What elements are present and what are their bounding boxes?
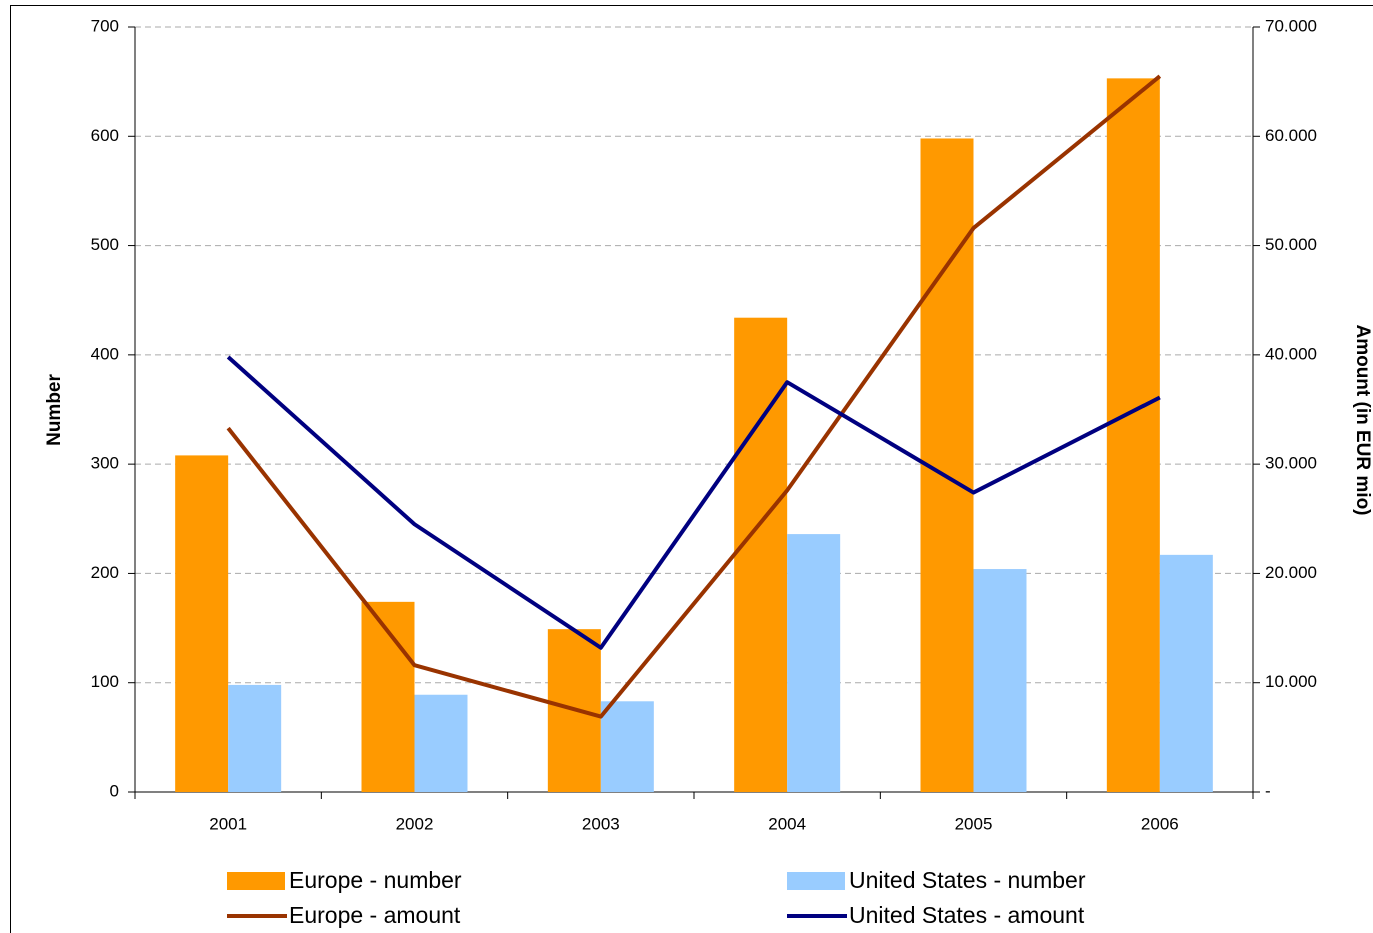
y-tick-label: 600 bbox=[91, 126, 119, 145]
bar bbox=[228, 684, 282, 792]
y2-tick-label: - bbox=[1265, 781, 1271, 800]
bar bbox=[734, 317, 788, 792]
y2-tick-label: 70.000 bbox=[1265, 16, 1317, 35]
y-tick-label: 0 bbox=[110, 781, 119, 800]
bar bbox=[787, 534, 841, 792]
x-tick-label: 2002 bbox=[396, 814, 434, 833]
y-tick-label: 300 bbox=[91, 454, 119, 473]
y-tick-label: 500 bbox=[91, 235, 119, 254]
bar bbox=[414, 694, 468, 792]
chart-border bbox=[10, 5, 1373, 933]
legend-label: United States - number bbox=[849, 867, 1086, 893]
y2-tick-label: 20.000 bbox=[1265, 563, 1317, 582]
bar bbox=[600, 701, 654, 792]
legend-label: Europe - number bbox=[289, 867, 462, 893]
line bbox=[226, 355, 1161, 650]
line bbox=[226, 74, 1162, 719]
y2-tick-label: 10.000 bbox=[1265, 672, 1317, 691]
x-tick-label: 2001 bbox=[209, 814, 247, 833]
y-tick-label: 100 bbox=[91, 672, 119, 691]
legend-label: Europe - amount bbox=[289, 902, 461, 928]
y2-tick-label: 50.000 bbox=[1265, 235, 1317, 254]
x-tick-label: 2006 bbox=[1141, 814, 1179, 833]
x-tick-label: 2004 bbox=[768, 814, 806, 833]
y2-tick-label: 30.000 bbox=[1265, 454, 1317, 473]
bar bbox=[175, 455, 229, 792]
legend-label: United States - amount bbox=[849, 902, 1085, 928]
bar bbox=[1159, 554, 1213, 792]
y2-axis-title: Amount (in EUR mio) bbox=[1352, 324, 1373, 515]
y2-tick-label: 40.000 bbox=[1265, 344, 1317, 363]
legend-swatch bbox=[787, 872, 845, 890]
legend-swatch bbox=[227, 872, 285, 890]
y-axis-title: Number bbox=[44, 374, 65, 446]
x-tick-label: 2005 bbox=[955, 814, 993, 833]
y-tick-label: 400 bbox=[91, 344, 119, 363]
y-tick-label: 200 bbox=[91, 563, 119, 582]
bar bbox=[1106, 78, 1160, 793]
y-tick-label: 700 bbox=[91, 16, 119, 35]
x-tick-label: 2003 bbox=[582, 814, 620, 833]
bar bbox=[973, 569, 1027, 792]
y2-tick-label: 60.000 bbox=[1265, 126, 1317, 145]
